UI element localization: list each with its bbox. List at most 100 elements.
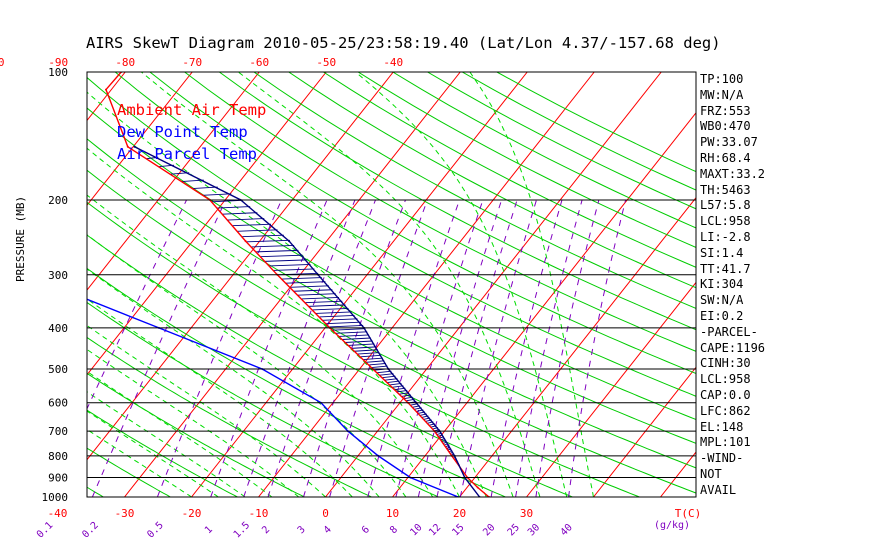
pressure-tick-label: 200 xyxy=(48,194,68,207)
parcel-temp-line xyxy=(134,146,481,497)
cape-hatch-line xyxy=(371,365,388,369)
pressure-tick-label: 500 xyxy=(48,363,68,376)
dry-adiabat-line xyxy=(323,72,696,268)
mixing-ratio-tick-label: 3 xyxy=(296,524,308,536)
ambient-temp-point xyxy=(126,145,129,148)
mixing-ratio-tick-label: 20 xyxy=(481,522,497,538)
bottom-temp-tick-label: -10 xyxy=(249,507,269,520)
dry-adiabat-line xyxy=(288,72,696,289)
mixing-ratio-tick-label: 1 xyxy=(203,524,215,536)
dry-adiabat-line xyxy=(253,72,696,309)
stat-cap: CAP:0.0 xyxy=(700,387,751,402)
dry-adiabat-line xyxy=(149,72,696,375)
stat-tt: TT:41.7 xyxy=(700,261,751,276)
mixing-ratio-tick-label: 1.5 xyxy=(232,520,253,541)
dew-point-point xyxy=(38,146,40,148)
mixing-ratio-tick-label: 12 xyxy=(427,522,443,538)
stat-wb0: WB0:470 xyxy=(700,119,751,134)
cape-hatch-line xyxy=(308,304,346,307)
dry-adiabat-line xyxy=(114,72,696,397)
moist-adiabat-line xyxy=(87,391,246,497)
stat-lcl: LCL:958 xyxy=(700,214,751,229)
moist-adiabat-line xyxy=(87,268,380,497)
top-temp-tick-label: -80 xyxy=(115,56,135,69)
stat-cape: CAPE:1196 xyxy=(700,340,766,355)
dry-adiabat-line xyxy=(392,72,696,229)
mixing-ratio-tick-label: 0.5 xyxy=(145,520,166,541)
cape-hatch-line xyxy=(216,206,251,209)
cape-hatch-line xyxy=(222,212,258,215)
top-temp-tick-label: -60 xyxy=(249,56,269,69)
dew-point-point xyxy=(37,199,39,201)
isotherm-line xyxy=(124,72,461,497)
ambient-temp-point xyxy=(105,88,107,91)
cape-hatch-line xyxy=(293,289,333,292)
cape-hatch-line xyxy=(281,277,322,280)
dry-adiabat-line xyxy=(87,267,506,497)
isotherm-line xyxy=(87,72,260,291)
pressure-tick-label: 100 xyxy=(48,66,68,79)
moist-adiabat-line xyxy=(237,72,541,497)
stat-wind-not: NOT xyxy=(700,466,722,481)
stat-wind-header: -WIND- xyxy=(700,451,744,466)
cape-hatch-line xyxy=(315,311,352,314)
bottom-temp-tick-label: -20 xyxy=(182,507,202,520)
stat-pw: PW:33.07 xyxy=(700,135,758,150)
mixing-ratio-tick-label: 0.2 xyxy=(80,520,101,541)
stat-cinh: CINH:30 xyxy=(700,356,751,371)
cape-hatch-line xyxy=(360,354,382,358)
cape-hatch-line xyxy=(289,285,329,288)
cape-hatch-line xyxy=(211,199,243,203)
mixing-ratio-line xyxy=(367,199,460,497)
legend-ambient-air-temp: Ambient Air Temp xyxy=(117,101,267,119)
stat-si: SI:1.4 xyxy=(700,245,744,260)
cape-hatch-line xyxy=(387,380,400,384)
ambient-temp-point xyxy=(244,240,247,243)
cape-hatch-line xyxy=(202,193,232,196)
dry-adiabat-line xyxy=(87,301,439,497)
moist-adiabat-line xyxy=(87,147,460,497)
cape-hatch-line xyxy=(301,297,340,300)
cape-hatch-line xyxy=(264,259,307,262)
stat-l57: L57:5.8 xyxy=(700,198,751,213)
mixing-ratio-tick-label: 30 xyxy=(526,522,542,538)
bottom-temp-tick-label: -30 xyxy=(115,507,135,520)
cape-hatch-line xyxy=(285,281,326,284)
moist-adiabat-line xyxy=(140,72,514,497)
cape-hatch-line xyxy=(192,186,218,189)
bottom-temp-tick-label: -40 xyxy=(48,507,68,520)
cape-hatch-line xyxy=(255,249,299,253)
stat-lfc: LFC:862 xyxy=(700,403,751,418)
top-temp-tick-label: -40 xyxy=(383,56,403,69)
mixing-ratio-tick-label: 10 xyxy=(408,522,424,538)
dry-adiabat-line xyxy=(184,72,696,352)
cape-hatch-line xyxy=(345,340,373,343)
pressure-tick-label: 900 xyxy=(48,472,68,485)
chart-title: AIRS SkewT Diagram 2010-05-25/23:58:19.4… xyxy=(86,34,721,52)
stat-ei: EI:0.2 xyxy=(700,308,744,323)
mixing-ratio-tick-label: 0.1 xyxy=(35,520,56,541)
cape-hatch-line xyxy=(328,325,364,328)
cape-hatch-line xyxy=(376,370,392,374)
stat-tp: TP:100 xyxy=(700,72,744,86)
pressure-tick-label: 400 xyxy=(48,322,68,335)
mixing-ratio-tick-label: 15 xyxy=(450,522,466,538)
dry-adiabat-line xyxy=(219,72,696,331)
legend-air-parcel-temp: Air Parcel Temp xyxy=(117,145,257,163)
mixing-ratio-line xyxy=(210,199,328,497)
moist-adiabat-line xyxy=(87,194,434,497)
ambient-temp-line xyxy=(105,72,490,497)
mixing-ratio-line xyxy=(515,199,583,497)
stat-parcel-header: -PARCEL- xyxy=(700,324,758,339)
dry-adiabat-line xyxy=(87,447,171,497)
stat-sw: SW:N/A xyxy=(700,293,744,308)
dry-adiabat-line xyxy=(87,409,238,497)
cape-hatch-line xyxy=(322,318,358,321)
cape-hatch-line xyxy=(368,363,386,366)
stat-mpl: MPL:101 xyxy=(700,435,751,450)
cape-hatch-line xyxy=(318,314,355,318)
isotherm-line xyxy=(593,366,696,497)
dry-adiabat-line xyxy=(87,336,372,497)
stat-maxt: MAXT:33.2 xyxy=(700,166,766,181)
